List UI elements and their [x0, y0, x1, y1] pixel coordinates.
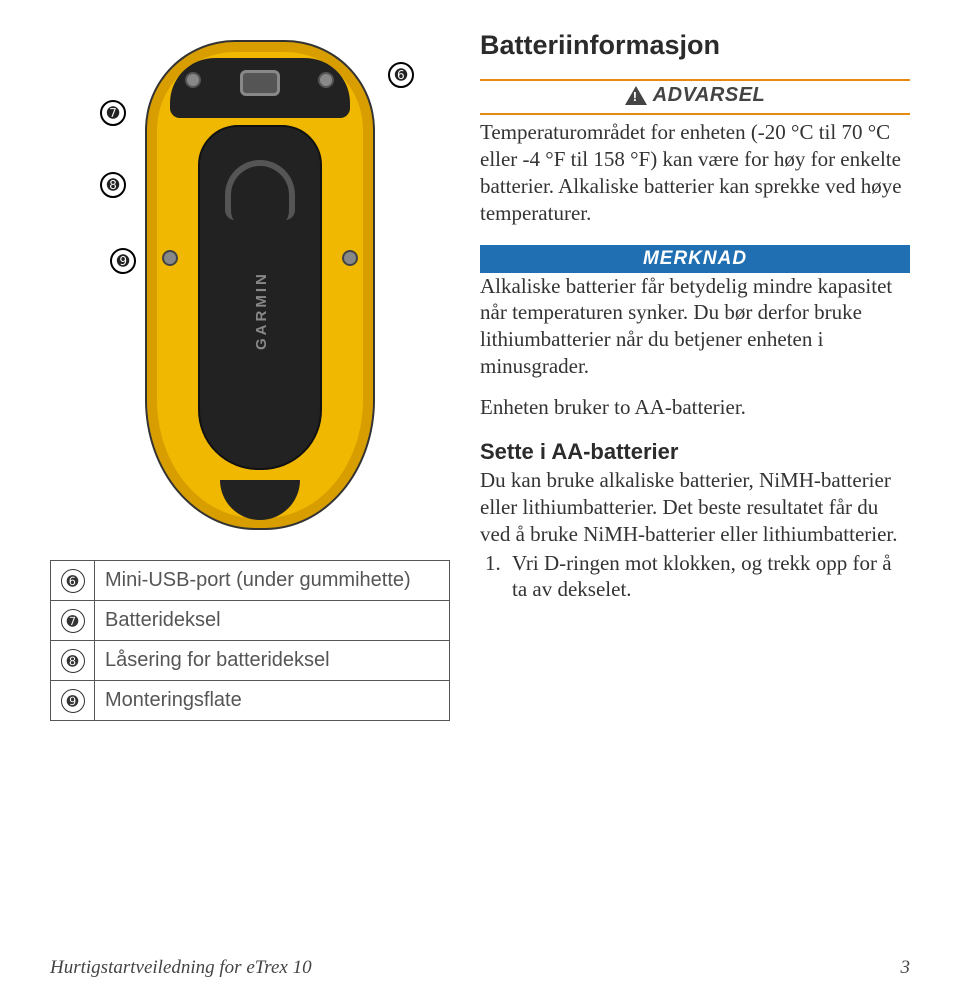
table-row: ➏ Mini-USB-port (under gummihette) [51, 561, 450, 601]
legend-label: Mini-USB-port (under gummihette) [95, 561, 450, 601]
legend-label: Låsering for batterideksel [95, 641, 450, 681]
insert-heading: Sette i AA-batterier [480, 439, 910, 465]
usb-port [240, 70, 280, 96]
table-row: ➒ Monteringsflate [51, 681, 450, 721]
callout-7: ➐ [100, 100, 126, 126]
screw-icon [185, 72, 201, 88]
warning-triangle-icon [625, 86, 647, 105]
uses-batteries-text: Enheten bruker to AA-batterier. [480, 394, 910, 421]
legend-num: ➏ [61, 569, 85, 593]
callout-6: ➏ [388, 62, 414, 88]
screw-icon [342, 250, 358, 266]
legend-num: ➒ [61, 689, 85, 713]
callout-9: ➒ [110, 248, 136, 274]
page-footer: Hurtigstartveiledning for eTrex 10 3 [50, 957, 910, 979]
warning-header: ADVARSEL [480, 79, 910, 115]
page-title: Batteriinformasjon [480, 30, 910, 61]
footer-page-number: 3 [901, 957, 911, 979]
legend-label: Batterideksel [95, 601, 450, 641]
warning-text: Temperaturområdet for enheten (-20 °C ti… [480, 119, 910, 227]
notice-box: MERKNAD Alkaliske batterier får betydeli… [480, 245, 910, 381]
legend-label: Monteringsflate [95, 681, 450, 721]
brand-label: GARMIN [253, 271, 270, 350]
legend-num: ➑ [61, 649, 85, 673]
screw-icon [318, 72, 334, 88]
table-row: ➐ Batterideksel [51, 601, 450, 641]
insert-text: Du kan bruke alkaliske batterier, NiMH-b… [480, 467, 910, 548]
notice-text: Alkaliske batterier får betydelig mindre… [480, 273, 910, 381]
legend-table: ➏ Mini-USB-port (under gummihette) ➐ Bat… [50, 560, 450, 721]
step-list: Vri D-ringen mot klokken, og trekk opp f… [480, 550, 910, 604]
screw-icon [162, 250, 178, 266]
callout-8: ➑ [100, 172, 126, 198]
step-item: Vri D-ringen mot klokken, og trekk opp f… [506, 550, 910, 604]
legend-num: ➐ [61, 609, 85, 633]
notice-label: MERKNAD [480, 245, 910, 273]
table-row: ➑ Låsering for batterideksel [51, 641, 450, 681]
footer-left: Hurtigstartveiledning for eTrex 10 [50, 957, 312, 979]
warning-label: ADVARSEL [653, 84, 766, 107]
warning-box: ADVARSEL Temperaturområdet for enheten (… [480, 79, 910, 227]
device-illustration: GARMIN ➏ ➐ ➑ ➒ [70, 30, 430, 540]
